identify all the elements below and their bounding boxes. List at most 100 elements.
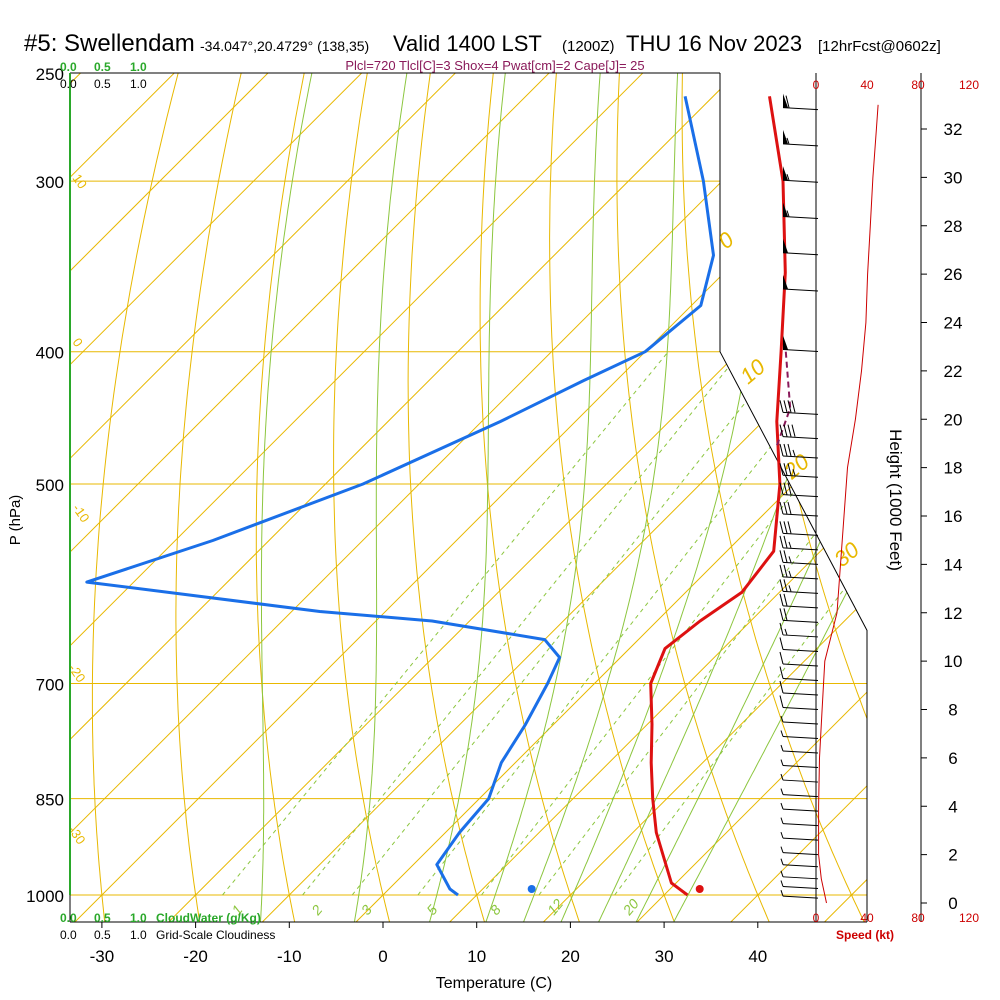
barb-half [780, 846, 784, 853]
wind-barb [779, 463, 819, 478]
wind-barb [780, 846, 819, 856]
barb-full [779, 482, 784, 495]
height-tick-label: 10 [944, 652, 963, 671]
barb-shaft [782, 179, 819, 183]
upper-frame [719, 73, 868, 922]
speed-tick-top: 40 [860, 78, 874, 92]
wind-barb [779, 666, 819, 681]
barb-half [780, 817, 784, 824]
barb-full [779, 550, 784, 563]
barb-shaft [782, 750, 819, 754]
barb-shaft [782, 349, 819, 353]
cloud-bottom-tick: 0.5 [94, 911, 111, 925]
temperature-line [649, 96, 787, 897]
header-text: #5: Swellendam [24, 30, 195, 57]
temperature-tick-label: 0 [378, 947, 387, 966]
barb-full [783, 400, 788, 413]
header: #5: Swellendam -34.047°,20.4729° (138,35)… [24, 30, 941, 57]
barb-half [780, 890, 784, 897]
barb-full [783, 593, 788, 607]
height-tick-label: 28 [944, 217, 963, 236]
wind-barb [779, 651, 819, 667]
isotherm-label: 10 [70, 171, 91, 191]
wind-barb [780, 773, 819, 783]
speed-tick-bottom: 80 [911, 911, 925, 925]
barb-half [780, 802, 784, 810]
isotherm-line [72, 73, 867, 922]
mixing-ratio-line [351, 351, 787, 896]
barb-half [788, 570, 792, 578]
theta-label: 20 [778, 448, 814, 484]
height-tick-label: 8 [948, 701, 957, 720]
height-tick-label: 26 [944, 265, 963, 284]
barb-pennant [783, 275, 788, 290]
height-tick-label: 18 [944, 459, 963, 478]
barb-half [792, 449, 796, 457]
barb-full [783, 443, 788, 457]
wind-barb [782, 166, 819, 183]
isotherm-line [447, 73, 867, 922]
wind-barb [780, 715, 819, 725]
barb-pennant [783, 129, 788, 144]
barb-shaft [782, 494, 819, 498]
barb-full [783, 521, 788, 534]
barb-full [783, 564, 788, 578]
wind-barb [782, 275, 819, 292]
barb-full [783, 501, 788, 515]
barb-shaft [782, 288, 819, 292]
wind-barb [780, 759, 819, 769]
height-tick-label: 4 [948, 797, 957, 816]
wind-barb [780, 802, 819, 812]
barb-full [783, 579, 788, 592]
dry-adiabat [744, 73, 867, 922]
wind-barb [779, 482, 819, 498]
temperature-tick-label: -10 [277, 947, 302, 966]
barb-shaft [782, 721, 819, 725]
barb-shaft [782, 852, 819, 856]
isotherm-line [70, 73, 318, 922]
speed-tick-top: 0 [813, 78, 820, 92]
mixing-ratio-label: 3 [358, 902, 375, 918]
cloud-bottom-tick: 1.0 [130, 911, 147, 925]
moist-adiabat [522, 73, 681, 922]
wind-barb [779, 424, 819, 440]
barb-half [780, 759, 784, 766]
barb-shaft [782, 895, 819, 899]
barb-full [791, 400, 796, 413]
barb-shaft [782, 677, 819, 681]
dry-adiabat [407, 73, 486, 922]
cloud-top-tick: 0.0 [60, 77, 77, 91]
header-text: THU 16 Nov 2023 [626, 31, 802, 56]
isotherm-line [260, 73, 867, 922]
barb-pennant [783, 202, 788, 217]
theta-label: 10 [735, 353, 770, 388]
wind-barb [779, 400, 819, 415]
barb-half [780, 870, 784, 877]
speed-axis-label: Speed (kt) [836, 928, 894, 942]
dry-adiabat [175, 73, 254, 922]
moist-adiabat [559, 73, 772, 922]
wind-barb [779, 550, 819, 565]
height-axis-label: Height (1000 Feet) [886, 429, 905, 571]
cloud-top-tick: 0.0 [60, 60, 77, 74]
dry-adiabat [479, 73, 581, 922]
barb-shaft [782, 634, 819, 638]
barb-shaft [782, 837, 819, 841]
wind-barb [779, 579, 819, 594]
wind-barb [779, 593, 819, 609]
barb-shaft [782, 455, 819, 459]
isotherm-line [0, 24, 36, 924]
barb-shaft [782, 547, 819, 551]
header-text: (1200Z) [562, 38, 615, 55]
barb-full [779, 535, 784, 548]
isotherm-line [70, 73, 225, 922]
wind-barb [779, 680, 819, 696]
moist-adiabat [259, 73, 323, 922]
pressure-tick-label: 500 [36, 476, 64, 495]
barb-shaft [782, 765, 819, 769]
height-tick-label: 6 [948, 749, 957, 768]
moist-adiabat [428, 73, 512, 922]
